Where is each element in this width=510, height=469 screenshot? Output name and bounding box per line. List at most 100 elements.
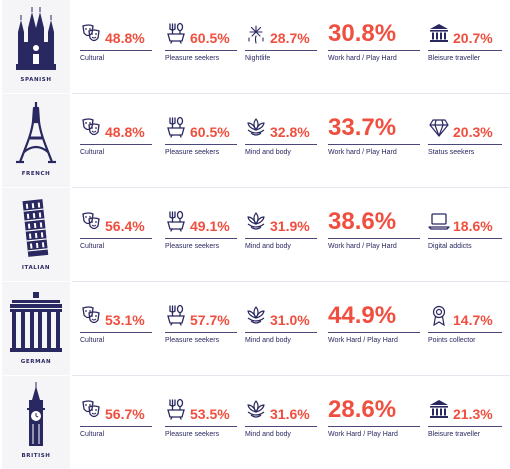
segment-percentage: 48.8% <box>105 30 145 46</box>
segment-percentage: 53.5% <box>190 406 230 422</box>
segment-label: Mind and body <box>245 243 291 250</box>
segment-divider <box>80 238 152 239</box>
segment-label: Work Hard / Play Hard <box>328 431 398 438</box>
segment-label: Mind and body <box>245 337 291 344</box>
segment-label: Work Hard / Play Hard <box>328 337 398 344</box>
nationality-panel: GERMAN <box>2 282 70 375</box>
segment-divider <box>165 426 237 427</box>
segment-percentage: 18.6% <box>453 218 493 234</box>
museum-icon <box>430 24 448 42</box>
segment-divider <box>165 144 237 145</box>
nationality-row-italian: ITALIAN 56.4% Cultural 49.1% P <box>0 188 510 282</box>
segment-label: Cultural <box>80 431 105 438</box>
segment-percentage-highlight: 30.8% <box>328 20 397 47</box>
museum-icon <box>430 400 448 418</box>
segment-percentage-highlight: 44.9% <box>328 302 397 329</box>
fork-spoon-icon <box>167 116 185 138</box>
segment-divider <box>428 144 502 145</box>
segment-divider <box>245 144 317 145</box>
segment-label: Cultural <box>80 149 105 156</box>
segment-label: Cultural <box>80 243 105 250</box>
nationality-row-spanish: SPANISH 48.8% Cultural 60.5% P <box>0 0 510 94</box>
segment-percentage: 32.8% <box>270 124 310 140</box>
segment-percentage: 20.7% <box>453 30 493 46</box>
segment-percentage: 31.6% <box>270 406 310 422</box>
nationality-panel: ITALIAN <box>2 188 70 281</box>
nationality-label: ITALIAN <box>21 265 51 271</box>
nationality-label: SPANISH <box>20 77 52 83</box>
segment-percentage: 60.5% <box>190 124 230 140</box>
segment-label: Bleisure traveller <box>428 431 481 438</box>
nationality-row-french: FRENCH 48.8% Cultural 60.5% Pl <box>0 94 510 188</box>
nationality-label: BRITISH <box>21 453 51 459</box>
segment-percentage: 31.0% <box>270 312 310 328</box>
segment-label: Work hard / Play Hard <box>328 243 397 250</box>
segment-divider <box>80 144 152 145</box>
theater-masks-icon <box>82 24 100 42</box>
segment-percentage: 28.7% <box>270 30 310 46</box>
segment-percentage-highlight: 28.6% <box>328 396 397 423</box>
row-separator <box>72 281 510 282</box>
nationality-row-german: GERMAN 53.1% Cultural 57.7% Pl <box>0 282 510 376</box>
big-ben-icon <box>27 382 45 446</box>
brandenburg-gate-icon <box>10 292 62 352</box>
medal-icon <box>432 305 446 326</box>
segment-label: Digital addicts <box>428 243 472 250</box>
segment-divider <box>428 332 502 333</box>
fork-spoon-icon <box>167 210 185 232</box>
fork-spoon-icon <box>167 22 185 44</box>
segment-divider <box>428 238 502 239</box>
segment-label: Pleasure seekers <box>165 431 220 438</box>
segment-percentage-highlight: 33.7% <box>328 114 397 141</box>
segment-divider <box>245 332 317 333</box>
row-separator <box>72 187 510 188</box>
segment-percentage: 56.7% <box>105 406 145 422</box>
segment-percentage: 56.4% <box>105 218 145 234</box>
lotus-icon <box>247 118 265 136</box>
segment-divider <box>428 426 502 427</box>
segment-divider <box>165 332 237 333</box>
diamond-icon <box>429 119 449 137</box>
segment-divider <box>328 238 420 239</box>
segment-percentage: 31.9% <box>270 218 310 234</box>
laptop-icon <box>428 213 450 230</box>
segment-divider <box>328 426 420 427</box>
segment-label: Bleisure traveller <box>428 55 481 62</box>
fork-spoon-icon <box>167 398 185 420</box>
leaning-tower-icon <box>22 199 49 257</box>
nationality-panel: SPANISH <box>2 0 70 93</box>
lotus-icon <box>247 212 265 230</box>
segment-percentage: 53.1% <box>105 312 145 328</box>
row-separator <box>72 375 510 376</box>
segment-label: Pleasure seekers <box>165 243 220 250</box>
theater-masks-icon <box>82 212 100 230</box>
eiffel-tower-icon <box>16 102 56 164</box>
nationality-label: GERMAN <box>20 359 52 365</box>
segment-divider <box>328 50 420 51</box>
segment-percentage: 57.7% <box>190 312 230 328</box>
cathedral-icon <box>16 7 56 70</box>
segment-label: Work hard / Play Hard <box>328 55 397 62</box>
segment-label: Status seekers <box>428 149 475 156</box>
segment-divider <box>428 50 502 51</box>
segment-label: Pleasure seekers <box>165 149 220 156</box>
segment-label: Pleasure seekers <box>165 55 220 62</box>
segment-label: Mind and body <box>245 149 291 156</box>
fireworks-icon <box>248 25 264 44</box>
segment-percentage-highlight: 38.6% <box>328 208 397 235</box>
lotus-icon <box>247 306 265 324</box>
segment-percentage: 60.5% <box>190 30 230 46</box>
segment-label: Nightlife <box>245 55 271 62</box>
nationality-panel: FRENCH <box>2 94 70 187</box>
segment-divider <box>165 238 237 239</box>
nationality-label: FRENCH <box>21 171 51 177</box>
segment-divider <box>80 332 152 333</box>
segment-divider <box>245 238 317 239</box>
segment-percentage: 14.7% <box>453 312 493 328</box>
segment-label: Cultural <box>80 55 105 62</box>
segment-percentage: 21.3% <box>453 406 493 422</box>
nationality-row-british: BRITISH 56.7% Cultural 53.5% P <box>0 376 510 469</box>
segment-divider <box>328 332 420 333</box>
segment-label: Points collector <box>428 337 476 344</box>
theater-masks-icon <box>82 118 100 136</box>
